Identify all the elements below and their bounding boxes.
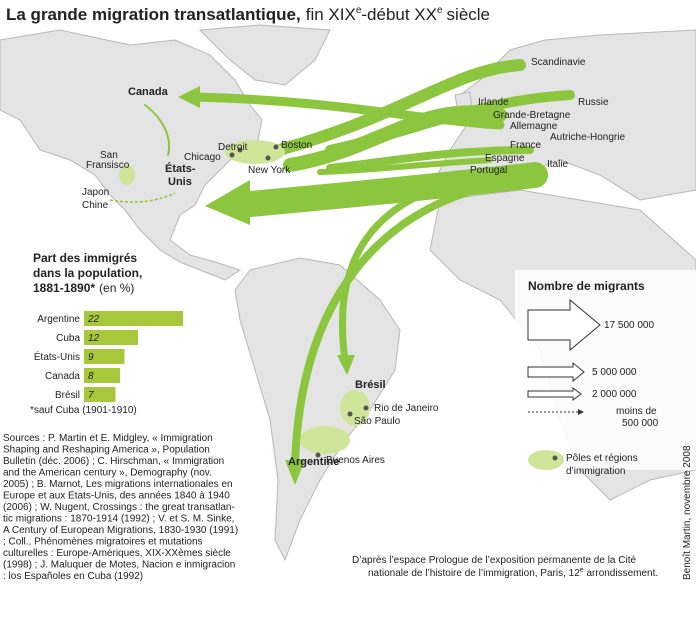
value-label: 22 [87, 314, 100, 325]
source-line: tic migrations : 1870-1914 (1992) ; V. e… [3, 514, 234, 525]
city-dots [229, 144, 369, 458]
footer: nationale de l’histoire de l’immigration… [368, 567, 658, 579]
source-line: : los Españoles en Cuba (1992) [3, 571, 143, 582]
source-line: Europe et aux Etats-Unis, des années 184… [3, 491, 230, 502]
title-part: e [437, 5, 443, 16]
legend-label: Pôles et régions [566, 453, 638, 464]
value-label: 7 [88, 390, 94, 401]
bar [84, 387, 116, 402]
category-label: Canada [45, 371, 80, 382]
legend-label: 5 000 000 [592, 367, 637, 378]
source-line: Bulletin (déc. 2006) ; C. Hirschman, « I… [3, 456, 224, 467]
place-label: Autriche-Hongrie [550, 132, 625, 143]
bar [84, 330, 138, 345]
place-label: Argentine [288, 456, 339, 468]
legend-label: 17 500 000 [604, 320, 654, 331]
source-line: Shaping and Reshaping America », Populat… [3, 445, 210, 456]
place-label: Canada [128, 86, 169, 98]
place-label: Japon [82, 187, 109, 198]
value-label: 8 [88, 371, 94, 382]
credit: Benoît Martin, novembre 2008 [682, 445, 693, 580]
place-labels: Canada États- Unis San Fransisco Japon C… [82, 57, 625, 468]
place-label: Portugal [470, 165, 507, 176]
chart-title: dans la population, [33, 266, 142, 280]
source-line: A Century of European Migrations, 1830-1… [3, 525, 238, 536]
legend-title: Nombre de migrants [528, 279, 645, 293]
legend-label: d’immigration [566, 466, 625, 477]
source-line: (1998) ; J. Maluquer de Motes, Nacion e … [3, 560, 235, 571]
place-label: Detroit [218, 142, 248, 153]
title-part: siècle [447, 5, 490, 24]
chart-unit: (en %) [99, 281, 134, 295]
legend-label: moins de [616, 406, 657, 417]
place-label: Boston [281, 140, 312, 151]
place-label: Espagne [485, 153, 525, 164]
chart-title: 1881-1890* (en %) [33, 281, 134, 295]
place-label: Buenos Aires [326, 455, 385, 466]
chart-note: *sauf Cuba (1901-1910) [30, 405, 137, 416]
category-label: Brésil [55, 390, 80, 401]
category-label: Cuba [56, 333, 80, 344]
place-label: Irlande [478, 97, 509, 108]
title-part: -début XX [361, 5, 437, 24]
place-label: États- [165, 162, 196, 175]
place-label: Unis [168, 176, 192, 188]
legend-label: 500 000 [622, 418, 659, 429]
source-line: culturelles : Europe-Amériques, XIX-XXèm… [3, 548, 231, 559]
place-label: San [100, 150, 118, 161]
title-part: La grande migration transatlantique, [6, 5, 301, 24]
bar [84, 368, 120, 383]
place-label: Italie [547, 159, 569, 170]
source-line: and the American century », Demography (… [3, 468, 212, 479]
place-label: Rio de Janeiro [374, 403, 439, 414]
value-label: 12 [88, 333, 100, 344]
footer: D’après l’espace Prologue de l’expositio… [352, 555, 636, 566]
sources: Sources : P. Martin et E. Midgley, « Imm… [3, 433, 238, 582]
map-title: La grande migration transatlantique, fin … [6, 5, 490, 24]
title-part: fin XIX [306, 5, 356, 24]
migration-arrows [109, 59, 575, 485]
place-label: Scandinavie [531, 57, 586, 68]
place-label: Allemagne [510, 121, 558, 132]
inset-chart: Part des immigrés dans la population, 18… [30, 251, 183, 416]
source-line: ; Coll., Phénomènes migratoires et mutat… [3, 537, 203, 548]
source-line: Sources : P. Martin et E. Midgley, « Imm… [3, 433, 213, 444]
chart-title: Part des immigrés [33, 251, 137, 265]
value-label: 9 [88, 352, 94, 363]
category-label: Argentine [37, 314, 80, 325]
place-label: Russie [578, 97, 609, 108]
category-label: États-Unis [34, 350, 80, 363]
place-label: Chicago [184, 152, 221, 163]
footer: arrondissement. [584, 568, 658, 579]
place-label: France [510, 140, 542, 151]
title-part: e [356, 5, 362, 16]
footer: nationale de l’histoire de l’immigration… [368, 568, 580, 579]
place-label: New York [248, 165, 291, 176]
place-label: Brésil [355, 379, 386, 391]
chart-title: 1881-1890* [33, 281, 95, 295]
place-label: Fransisco [86, 160, 130, 171]
place-label: Grande-Bretagne [493, 110, 571, 121]
place-label: Chine [82, 200, 109, 211]
bar [84, 349, 125, 364]
source-line: 2005) ; B. Marnot, Les migrations intern… [3, 479, 233, 490]
legend: Nombre de migrants 17 500 000 5 000 000 … [515, 270, 696, 477]
source-line: (2006) ; W. Nugent, Crossings : the grea… [3, 502, 235, 513]
footer: e [580, 567, 584, 574]
place-label: São Paulo [354, 416, 401, 427]
bar [84, 311, 183, 326]
legend-label: 2 000 000 [592, 389, 637, 400]
